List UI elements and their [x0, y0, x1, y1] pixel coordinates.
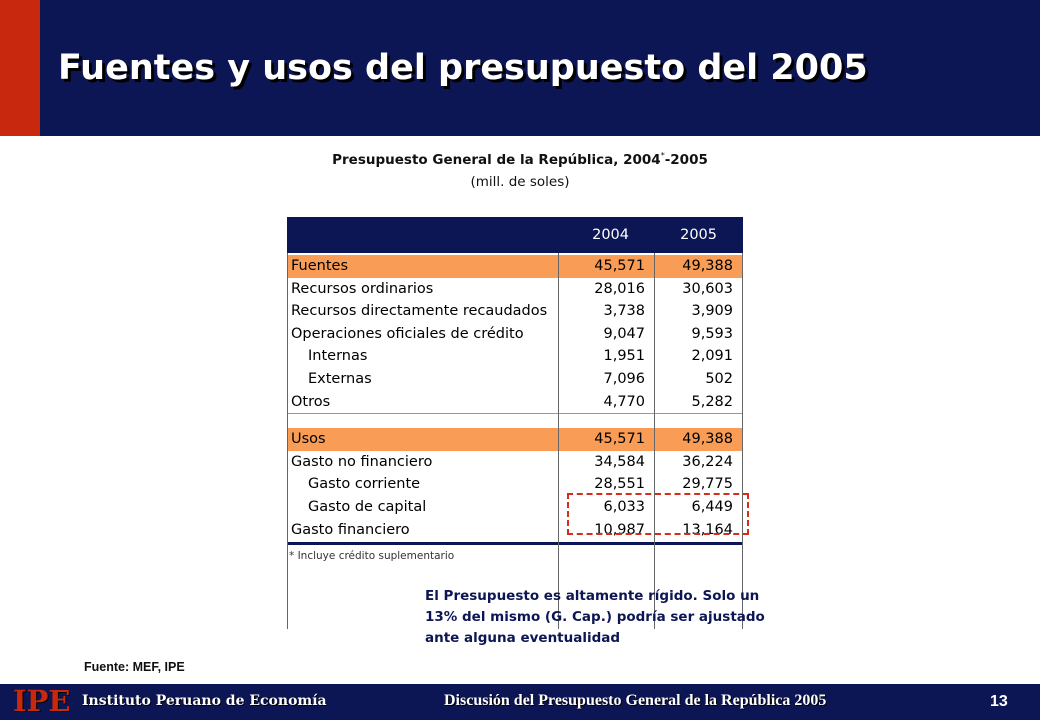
row-value-2004: 1,951 [603, 348, 645, 365]
table-title: Presupuesto General de la República, 200… [0, 151, 1040, 168]
row-value-2005: 6,449 [691, 498, 733, 515]
table-section-gap [287, 413, 743, 428]
table-row: Gasto corriente 28,551 29,775 [287, 473, 743, 496]
row-label: Fuentes [291, 258, 349, 274]
row-label: Gasto financiero [291, 521, 410, 538]
table-header-row: 2004 2005 [287, 217, 743, 255]
row-label: Otros [291, 393, 331, 410]
row-label: Operaciones oficiales de crédito [291, 325, 524, 342]
table-border-left [287, 253, 288, 629]
row-value-2005: 2,091 [691, 348, 733, 365]
column-header-2005: 2005 [680, 227, 717, 243]
row-value-2004: 28,016 [594, 280, 645, 297]
row-value-2005: 5,282 [691, 393, 733, 410]
table-row: Otros 4,770 5,282 [287, 391, 743, 414]
footer-institute-name: Instituto Peruano de Economía [82, 693, 327, 709]
column-header-2004: 2004 [592, 227, 629, 243]
row-value-2004: 28,551 [594, 476, 645, 493]
source-note: Fuente: MEF, IPE [84, 660, 185, 674]
row-value-2005: 29,775 [682, 476, 733, 493]
row-label: Recursos directamente recaudados [291, 303, 548, 320]
row-label: Externas [308, 370, 372, 387]
row-value-2005: 502 [705, 370, 733, 387]
table-row: Internas 1,951 2,091 [287, 345, 743, 368]
table-row: Gasto de capital 6,033 6,449 [287, 496, 743, 519]
table-row: Recursos directamente recaudados 3,738 3… [287, 300, 743, 323]
row-value-2005: 49,388 [682, 431, 733, 448]
table-row-usos-total: Usos 45,571 49,388 [287, 428, 743, 451]
row-label: Gasto corriente [308, 476, 421, 493]
column-divider [654, 253, 655, 629]
row-label: Gasto no financiero [291, 453, 433, 470]
footer-band [0, 684, 1040, 720]
row-value-2004: 34,584 [594, 453, 645, 470]
row-value-2004: 4,770 [603, 393, 645, 410]
table-footnote: * Incluye crédito suplementario [289, 550, 455, 562]
row-value-2005: 49,388 [682, 258, 733, 274]
row-value-2004: 45,571 [594, 258, 645, 274]
row-value-2004: 45,571 [594, 431, 645, 448]
table-title-suffix: -2005 [664, 152, 708, 168]
budget-table: 2004 2005 Fuentes 45,571 49,388 Recursos… [287, 217, 743, 629]
table-subtitle: (mill. de soles) [470, 174, 570, 190]
row-label: Recursos ordinarios [291, 280, 434, 297]
table-row-fuentes-total: Fuentes 45,571 49,388 [287, 255, 743, 278]
ipe-logo: IPE [13, 684, 71, 718]
row-value-2004: 9,047 [603, 325, 645, 342]
table-row: Externas 7,096 502 [287, 368, 743, 391]
table-row: Recursos ordinarios 28,016 30,603 [287, 278, 743, 301]
table-title-mark: * [660, 151, 665, 160]
table-row: Operaciones oficiales de crédito 9,047 9… [287, 323, 743, 346]
row-value-2005: 36,224 [682, 453, 733, 470]
row-label: Internas [308, 348, 368, 365]
page-number: 13 [990, 693, 1008, 710]
header-band [0, 0, 1040, 136]
table-title-text: Presupuesto General de la República, 200… [332, 152, 661, 168]
row-label: Gasto de capital [308, 498, 427, 515]
row-label: Usos [291, 431, 326, 448]
table-border-right [742, 253, 743, 629]
row-value-2004: 7,096 [603, 370, 645, 387]
slide-title: Fuentes y usos del presupuesto del 2005 [58, 48, 868, 88]
row-value-2005: 3,909 [691, 303, 733, 320]
capital-spending-highlight [567, 493, 749, 535]
footer-event-title: Discusión del Presupuesto General de la … [444, 692, 827, 709]
row-value-2004: 6,033 [603, 498, 645, 515]
column-divider [558, 253, 559, 629]
row-value-2005: 9,593 [691, 325, 733, 342]
row-value-2004: 3,738 [603, 303, 645, 320]
header-accent-bar [0, 0, 40, 136]
budget-comment: El Presupuesto es altamente rígido. Solo… [425, 588, 765, 646]
table-row: Gasto no financiero 34,584 36,224 [287, 451, 743, 474]
table-bottom-rule [287, 542, 743, 546]
row-value-2005: 30,603 [682, 280, 733, 297]
